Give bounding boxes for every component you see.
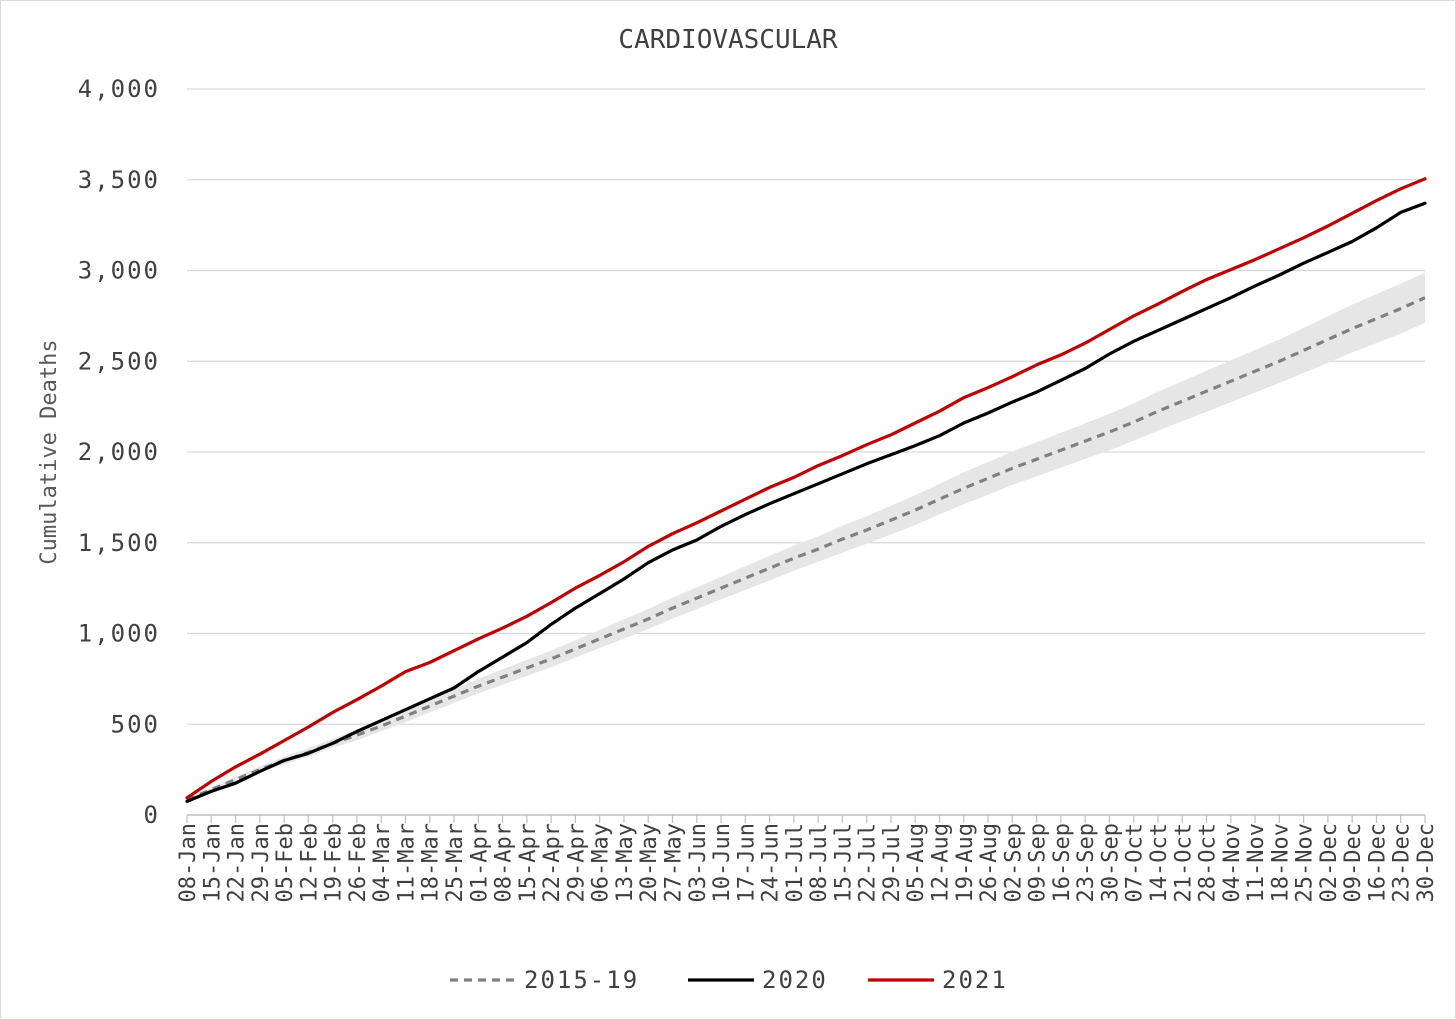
x-tick-label: 20-May bbox=[637, 823, 662, 902]
x-tick-label: 08-Jan bbox=[176, 823, 201, 902]
chart-title: CARDIOVASCULAR bbox=[618, 25, 837, 55]
x-tick-label: 08-Jul bbox=[807, 823, 832, 902]
y-tick-label: 3,500 bbox=[78, 166, 160, 194]
x-tick-label: 30-Dec bbox=[1414, 823, 1439, 902]
x-tick-label: 15-Jul bbox=[831, 823, 856, 902]
series-lines bbox=[185, 177, 1427, 804]
x-tick-label: 24-Jun bbox=[759, 823, 784, 902]
x-tick-label: 15-Apr bbox=[516, 823, 541, 902]
y-tick-label: 1,500 bbox=[78, 529, 160, 557]
x-tick-label: 22-Apr bbox=[540, 823, 565, 902]
x-tick-label: 14-Oct bbox=[1147, 823, 1172, 902]
x-tick-label: 29-Jul bbox=[880, 823, 905, 902]
x-tick-label: 17-Jun bbox=[734, 823, 759, 902]
x-tick-label: 11-Nov bbox=[1244, 823, 1269, 902]
series-line-2021 bbox=[185, 177, 1427, 800]
x-tick-label: 15-Jan bbox=[200, 823, 225, 902]
y-axis-label: Cumulative Deaths bbox=[37, 339, 62, 564]
x-tick-label: 21-Oct bbox=[1171, 823, 1196, 902]
x-tick-label: 05-Feb bbox=[273, 823, 298, 902]
x-tick-label: 25-Nov bbox=[1293, 823, 1318, 902]
gridlines bbox=[187, 88, 1425, 725]
x-tick-label: 16-Dec bbox=[1366, 823, 1391, 902]
y-axis-ticks: 0 500 1,000 1,500 2,000 2,500 3,000 3,500 4,000 bbox=[78, 75, 160, 829]
x-tick-label: 16-Sep bbox=[1050, 823, 1075, 902]
x-tick-label: 04-Nov bbox=[1220, 823, 1245, 902]
x-tick-label: 12-Aug bbox=[929, 823, 954, 902]
legend-label: 2015-19 bbox=[524, 966, 639, 994]
legend: 2015-19 2020 2021 bbox=[450, 966, 1008, 994]
x-tick-label: 09-Dec bbox=[1341, 823, 1366, 902]
x-tick-label: 02-Sep bbox=[1001, 823, 1026, 902]
x-tick-label: 09-Sep bbox=[1026, 823, 1051, 902]
x-tick-label: 04-Mar bbox=[370, 823, 395, 902]
legend-label: 2020 bbox=[762, 966, 828, 994]
x-tick-label: 07-Oct bbox=[1123, 823, 1148, 902]
x-axis bbox=[186, 814, 1426, 823]
x-tick-label: 22-Jan bbox=[225, 823, 250, 902]
x-tick-label: 03-Jun bbox=[686, 823, 711, 902]
series-line-2020 bbox=[185, 201, 1427, 804]
y-tick-label: 3,000 bbox=[78, 257, 160, 285]
x-tick-label: 12-Feb bbox=[297, 823, 322, 902]
x-tick-label: 26-Feb bbox=[346, 823, 371, 902]
y-tick-label: 4,000 bbox=[78, 75, 160, 103]
x-tick-label: 22-Jul bbox=[856, 823, 881, 902]
band-area bbox=[187, 272, 1425, 801]
x-tick-label: 27-May bbox=[662, 823, 687, 902]
x-tick-label: 23-Sep bbox=[1074, 823, 1099, 902]
x-tick-label: 19-Feb bbox=[322, 823, 347, 902]
x-tick-label: 18-Mar bbox=[419, 823, 444, 902]
x-tick-label: 18-Nov bbox=[1268, 823, 1293, 902]
x-axis-ticks: 08-Jan 15-Jan 22-Jan 29-Jan 05-Feb 12-Feb 19-F… bbox=[176, 823, 1439, 902]
x-tick-label: 19-Aug bbox=[953, 823, 978, 902]
x-tick-label: 02-Dec bbox=[1317, 823, 1342, 902]
x-tick-label: 29-Apr bbox=[564, 823, 589, 902]
y-tick-label: 500 bbox=[111, 710, 160, 738]
range-band bbox=[187, 272, 1425, 801]
x-tick-label: 29-Jan bbox=[249, 823, 274, 902]
legend-label: 2021 bbox=[942, 966, 1008, 994]
x-tick-label: 30-Sep bbox=[1098, 823, 1123, 902]
x-tick-label: 11-Mar bbox=[395, 823, 420, 902]
x-tick-label: 06-May bbox=[589, 823, 614, 902]
y-tick-label: 2,500 bbox=[78, 347, 160, 375]
x-tick-label: 01-Apr bbox=[467, 823, 492, 902]
x-tick-label: 23-Dec bbox=[1390, 823, 1415, 902]
x-tick-label: 01-Jul bbox=[783, 823, 808, 902]
x-tick-label: 08-Apr bbox=[492, 823, 517, 902]
x-tick-label: 28-Oct bbox=[1196, 823, 1221, 902]
x-tick-label: 05-Aug bbox=[904, 823, 929, 902]
y-tick-label: 1,000 bbox=[78, 620, 160, 648]
y-tick-label: 2,000 bbox=[78, 438, 160, 466]
series-line-2015-19 bbox=[186, 296, 1426, 802]
y-tick-label: 0 bbox=[144, 801, 160, 829]
x-tick-label: 10-Jun bbox=[710, 823, 735, 902]
x-tick-label: 26-Aug bbox=[977, 823, 1002, 902]
x-tick-label: 25-Mar bbox=[443, 823, 468, 902]
x-tick-label: 13-May bbox=[613, 823, 638, 902]
